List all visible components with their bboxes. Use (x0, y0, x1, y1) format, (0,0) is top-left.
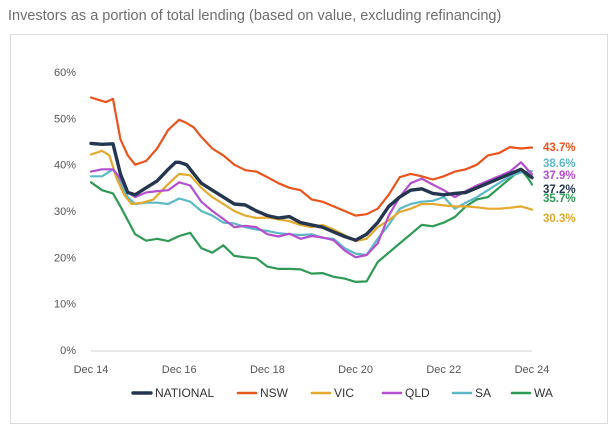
y-tick-label: 60% (54, 67, 76, 79)
y-axis: 0% 10% 20% 30% 40% 50% 60% (54, 67, 76, 357)
end-label-sa: 38.6% (543, 158, 576, 170)
y-tick-label: 40% (54, 160, 76, 172)
legend-item-vic: VIC (310, 386, 354, 400)
chart-frame (10, 34, 608, 424)
x-tick-label: Dec 18 (250, 364, 285, 376)
y-tick-label: 20% (54, 252, 76, 264)
series-line-vic (89, 149, 534, 243)
series-line-sa (89, 168, 534, 257)
legend-label: VIC (334, 386, 354, 400)
series-line-nsw (89, 96, 534, 217)
legend-item-qld: QLD (381, 386, 430, 400)
y-tick-label: 30% (54, 206, 76, 218)
legend-label: QLD (405, 386, 430, 400)
y-tick-label: 50% (54, 113, 76, 125)
end-label-qld: 37.9% (543, 170, 576, 182)
y-tick-label: 0% (60, 345, 76, 357)
series-line-qld (89, 161, 534, 259)
x-tick-label: Dec 20 (338, 364, 373, 376)
x-tick-label: Dec 24 (515, 364, 550, 376)
series-lines (89, 96, 534, 283)
chart-title: Investors as a portion of total lending … (8, 8, 502, 24)
x-tick-label: Dec 16 (162, 364, 197, 376)
legend-label: NSW (260, 386, 289, 400)
legend-item-nsw: NSW (236, 386, 289, 400)
x-tick-label: Dec 14 (74, 364, 109, 376)
legend-label: SA (475, 386, 491, 400)
end-label-wa: 35.7% (543, 193, 576, 205)
legend-item-national: NATIONAL (131, 386, 214, 400)
legend: NATIONAL NSW VIC QLD SA WA (131, 386, 553, 400)
series-line-national (89, 141, 534, 242)
end-label-national: 37.2% (543, 184, 576, 196)
x-tick-label: Dec 22 (426, 364, 461, 376)
x-axis: Dec 14 Dec 16 Dec 18 Dec 20 Dec 22 Dec 24 (74, 350, 550, 376)
end-label-vic: 30.3% (543, 213, 576, 225)
legend-item-sa: SA (451, 386, 491, 400)
legend-label: NATIONAL (155, 386, 214, 400)
end-labels: 43.7% 38.6%37.9% 37.2%35.7% 30.3% (543, 142, 576, 225)
y-tick-label: 10% (54, 299, 76, 311)
end-label-nsw: 43.7% (543, 142, 576, 154)
legend-label: WA (534, 386, 553, 400)
legend-item-wa: WA (510, 386, 553, 400)
